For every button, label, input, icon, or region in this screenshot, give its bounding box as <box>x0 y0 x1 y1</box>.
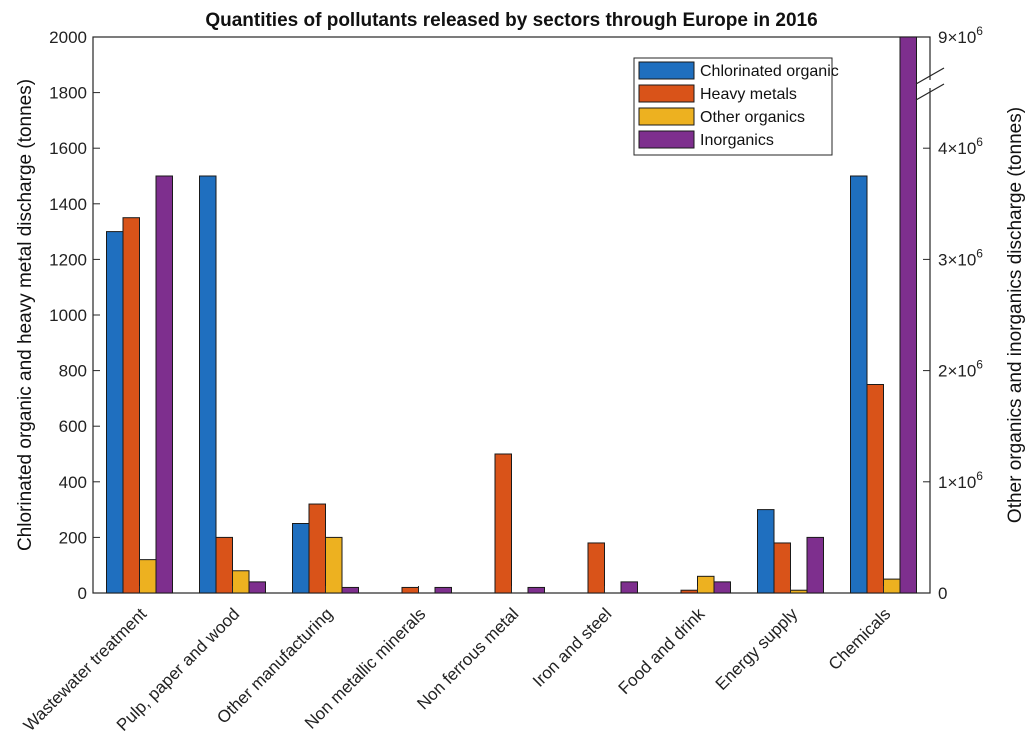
y2-tick-base: 4×10 <box>938 139 976 158</box>
bar-inorganics-6 <box>713 581 731 594</box>
bar-heavy-metals-5 <box>587 542 605 594</box>
y-tick-label: 1800 <box>49 84 87 103</box>
y2-tick-label: 0 <box>938 584 947 603</box>
bar-inorganics-1 <box>248 581 266 594</box>
legend-label: Chlorinated organic <box>700 63 839 80</box>
x-tick-label: Iron and steel <box>529 604 615 690</box>
legend-swatch <box>638 130 695 149</box>
y2-tick-exponent: 6 <box>976 469 983 483</box>
bar-heavy-metals-3 <box>401 586 419 594</box>
y-tick-label: 1600 <box>49 139 87 158</box>
legend-swatch <box>638 107 695 126</box>
x-tick-label: Energy supply <box>712 604 802 694</box>
x-tick-label: Food and drink <box>615 604 709 698</box>
bar-inorganics-4 <box>527 586 545 594</box>
y-tick-label: 800 <box>59 362 87 381</box>
bar-heavy-metals-7 <box>773 542 791 594</box>
legend-swatch <box>638 84 695 103</box>
axis-break-gap <box>929 80 932 88</box>
bar-chlorinated-organic-7 <box>757 509 775 594</box>
bar-heavy-metals-2 <box>308 503 326 594</box>
y-tick-label: 1000 <box>49 306 87 325</box>
y2-axis-title: Other organics and inorganics discharge … <box>1005 107 1026 523</box>
bar-chlorinated-organic-2 <box>292 523 310 594</box>
y-tick-label: 600 <box>59 417 87 436</box>
bar-other-organics-2 <box>325 536 343 594</box>
legend-label: Inorganics <box>700 132 774 149</box>
bar-chlorinated-organic-0 <box>106 231 124 594</box>
bar-other-organics-6 <box>697 575 715 594</box>
y-tick-label: 2000 <box>49 28 87 47</box>
bar-other-organics-7 <box>790 589 808 594</box>
bar-other-organics-8 <box>883 578 901 594</box>
bar-inorganics-5 <box>620 581 638 594</box>
chart-title: Quantities of pollutants released by sec… <box>205 10 817 31</box>
y2-tick-exponent: 6 <box>976 246 983 260</box>
bar-inorganics-8 <box>899 36 917 594</box>
bar-chlorinated-organic-1 <box>199 175 217 594</box>
bar-inorganics-3 <box>434 586 452 594</box>
y2-tick-label: 4×106 <box>938 135 983 158</box>
bar-heavy-metals-1 <box>215 536 233 594</box>
y-tick-label: 200 <box>59 528 87 547</box>
y2-tick-label: 9×106 <box>938 24 983 47</box>
axis-break-mark <box>915 83 945 101</box>
bar-inorganics-7 <box>806 536 824 594</box>
y-tick-label: 400 <box>59 473 87 492</box>
bar-other-organics-1 <box>232 570 250 594</box>
y2-tick-base: 3×10 <box>938 250 976 269</box>
y-axis-title: Chlorinated organic and heavy metal disc… <box>15 79 36 551</box>
bar-other-organics-0 <box>139 559 157 594</box>
legend-swatch <box>638 61 695 80</box>
y2-tick-label: 3×106 <box>938 246 983 269</box>
y2-tick-label: 1×106 <box>938 469 983 492</box>
bar-heavy-metals-0 <box>122 217 140 594</box>
bar-heavy-metals-4 <box>494 453 512 594</box>
y-tick-label: 1200 <box>49 250 87 269</box>
x-tick-label: Non ferrous metal <box>413 604 522 713</box>
y2-tick-exponent: 6 <box>976 24 983 38</box>
y-tick-label: 0 <box>78 584 87 603</box>
bar-chlorinated-organic-8 <box>850 175 868 594</box>
axis-break-mark <box>915 67 945 85</box>
y2-tick-base: 1×10 <box>938 473 976 492</box>
bar-inorganics-0 <box>155 175 173 594</box>
bar-heavy-metals-6 <box>680 589 698 594</box>
bar-heavy-metals-8 <box>866 384 884 594</box>
y-tick-label: 1400 <box>49 195 87 214</box>
x-tick-label: Chemicals <box>825 604 895 674</box>
y2-tick-base: 9×10 <box>938 28 976 47</box>
y2-tick-base: 0 <box>938 584 947 603</box>
bar-inorganics-2 <box>341 586 359 594</box>
legend-label: Other organics <box>700 109 805 126</box>
y2-tick-exponent: 6 <box>976 358 983 372</box>
y2-tick-exponent: 6 <box>976 135 983 149</box>
y2-tick-label: 2×106 <box>938 358 983 381</box>
y2-tick-base: 2×10 <box>938 362 976 381</box>
legend-label: Heavy metals <box>700 86 797 103</box>
